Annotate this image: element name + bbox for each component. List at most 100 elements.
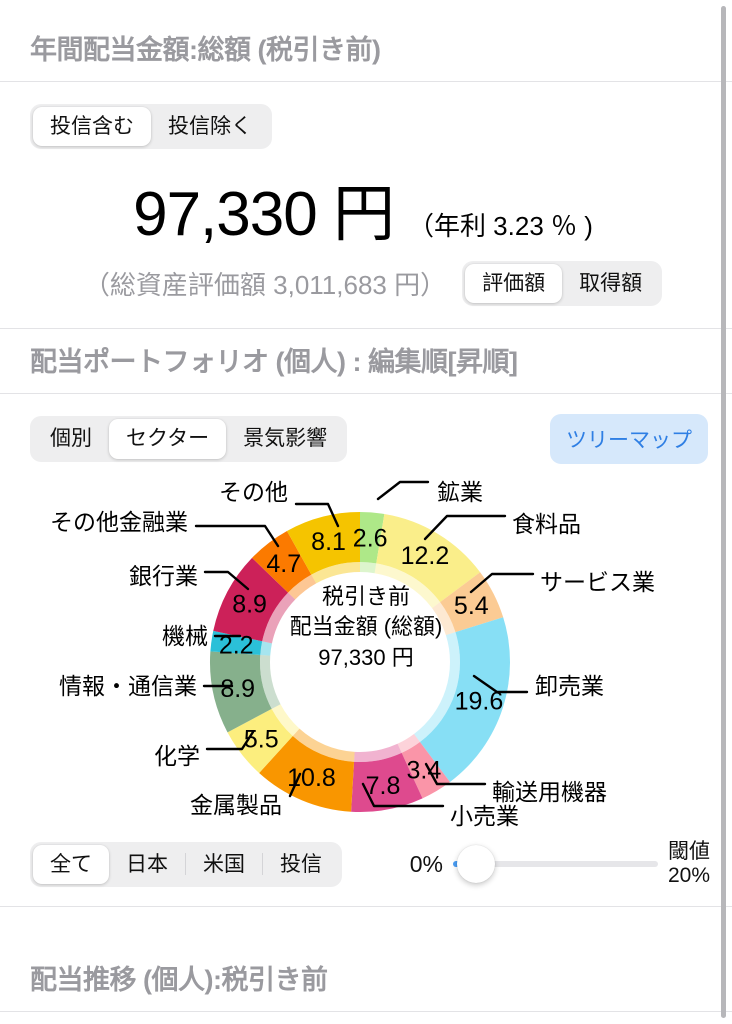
donut-slice[interactable] — [227, 708, 293, 774]
assets-row: （総資産評価額 3,011,683 円） 評価額 取得額 — [0, 261, 732, 307]
value-toggle-option-market[interactable]: 評価額 — [465, 264, 563, 304]
value-toggle[interactable]: 評価額 取得額 — [462, 261, 663, 307]
trend-section-title: 配当推移 (個人):税引き前 — [30, 965, 328, 995]
donut-category-label: その他金融業 — [50, 509, 188, 535]
region-toggle-option-fund[interactable]: 投信 — [280, 852, 322, 876]
donut-value-label: 2.6 — [353, 524, 388, 552]
donut-leader-line — [472, 674, 529, 694]
donut-value-label: 5.4 — [454, 592, 489, 620]
donut-leader-line — [205, 730, 255, 751]
threshold-slider[interactable] — [452, 845, 658, 884]
donut-category-label: 食料品 — [512, 511, 581, 537]
fund-toggle[interactable]: 投信含む 投信除く — [30, 104, 272, 150]
donut-slice-inner-band — [271, 704, 300, 737]
portfolio-section-title: 配当ポートフォリオ (個人) : 編集順[昇順] — [30, 347, 518, 377]
toggle-divider — [185, 853, 186, 876]
donut-value-label: 12.2 — [401, 542, 450, 570]
donut-category-label: 化学 — [154, 743, 200, 769]
donut-value-label: 4.7 — [266, 550, 301, 578]
donut-slice-inner-band — [260, 654, 281, 709]
divider — [0, 906, 732, 908]
donut-category-label: サービス業 — [540, 569, 655, 595]
donut-slice[interactable] — [376, 513, 481, 603]
annual-yield: （年利 3.23 ％ ) — [407, 211, 593, 242]
slider-max-label: 20% — [667, 864, 710, 888]
donut-category-label: その他 — [219, 479, 288, 505]
divider — [0, 1011, 732, 1012]
donut-slice[interactable] — [210, 651, 272, 733]
threshold-slider-area[interactable]: 0% 閾値 20% — [410, 840, 710, 888]
donut-slice-inner-band — [354, 743, 402, 762]
donut-value-labels: 2.612.25.419.63.47.810.85.58.92.28.94.78… — [219, 524, 503, 799]
donut-category-label: 機械 — [162, 623, 208, 649]
region-toggle[interactable]: 全て 日本 米国 投信 — [30, 841, 342, 887]
donut-slice-inner-band — [432, 602, 456, 636]
amount-row: 97,330 円 （年利 3.23 ％ ) — [0, 163, 732, 253]
donut-leader-line — [294, 502, 340, 528]
donut-slice-inner-band — [292, 728, 355, 762]
dividend-section-title: 年間配当金額:総額 (税引き前) — [30, 35, 381, 65]
donut-slice-inner-band — [413, 632, 460, 743]
donut-value-label: 7.8 — [366, 772, 401, 800]
view-toggle-option-economic[interactable]: 景気影響 — [243, 427, 328, 451]
donut-category-label: 小売業 — [450, 803, 519, 829]
portfolio-controls-row: 個別 セクター 景気影響 ツリーマップ — [0, 394, 732, 464]
value-toggle-option-cost[interactable]: 取得額 — [579, 272, 643, 296]
donut-slices — [210, 512, 511, 812]
donut-value-label: 8.9 — [220, 675, 255, 703]
donut-slice[interactable] — [440, 572, 504, 633]
donut-slice[interactable] — [213, 557, 289, 642]
donut-slice-inner-band — [288, 574, 317, 600]
donut-slice[interactable] — [360, 512, 385, 564]
view-toggle[interactable]: 個別 セクター 景気影響 — [30, 416, 348, 462]
toggle-divider — [262, 853, 263, 876]
region-toggle-option-japan[interactable]: 日本 — [126, 852, 168, 876]
donut-slice[interactable] — [286, 512, 360, 575]
donut-leader-line — [203, 570, 250, 591]
fund-toggle-option-exclude[interactable]: 投信除く — [168, 115, 252, 138]
donut-slice-inner-band — [260, 641, 272, 656]
donut-slice[interactable] — [419, 617, 511, 783]
donut-inner-highlight-ring — [260, 562, 460, 762]
view-toggle-option-individual[interactable]: 個別 — [50, 427, 92, 451]
donut-slice-inner-band — [360, 562, 377, 574]
donut-slice-inner-band — [374, 563, 441, 609]
portfolio-section: 配当ポートフォリオ (個人) : 編集順[昇順] 個別 セクター 景気影響 ツリ… — [0, 340, 732, 908]
divider — [0, 393, 732, 394]
donut-leader-line — [469, 572, 535, 594]
filter-row: 全て 日本 米国 投信 0% 閾値 20% — [0, 834, 732, 888]
donut-slice[interactable] — [252, 530, 312, 593]
donut-slice[interactable] — [259, 736, 355, 812]
threshold-labels: 閾値 20% — [668, 840, 710, 888]
divider — [0, 328, 732, 330]
region-toggle-option-us[interactable]: 米国 — [203, 852, 245, 876]
sector-donut-chart[interactable]: 2.6 12.2 5.4 19.6 3.4 7.8 10.8 5.5 8.9 2.2 8.9 4.7 8… — [0, 464, 732, 834]
donut-category-label: 輸送用機器 — [492, 779, 607, 805]
donut-value-label: 8.1 — [311, 528, 346, 556]
donut-value-label: 5.5 — [244, 726, 279, 754]
slider-thumb[interactable] — [456, 845, 495, 884]
fund-toggle-option-include[interactable]: 投信含む — [33, 107, 151, 147]
donut-leader-line — [424, 762, 487, 786]
treemap-button[interactable]: ツリーマップ — [550, 414, 708, 464]
vertical-scrollbar[interactable] — [721, 6, 726, 1018]
fund-toggle-row: 投信含む 投信除く — [0, 82, 732, 150]
trend-section: 配当推移 (個人):税引き前 — [0, 958, 732, 1012]
donut-leader-line — [194, 524, 280, 548]
dividend-section: 年間配当金額:総額 (税引き前) 投信含む 投信除く 97,330 円 （年利 … — [0, 28, 732, 330]
region-toggle-option-all[interactable]: 全て — [33, 844, 109, 884]
donut-leader-line — [376, 480, 430, 501]
donut-slice-inner-band — [397, 734, 420, 753]
donut-category-label: 情報・通信業 — [59, 673, 197, 699]
donut-slice-inner-band — [311, 562, 360, 584]
total-assets-value: （総資産評価額 3,011,683 円） — [83, 270, 447, 301]
donut-slice-inner-band — [262, 592, 296, 644]
donut-leader-line — [423, 514, 507, 541]
donut-leader-line — [288, 772, 302, 798]
slider-min-label: 0% — [409, 850, 443, 877]
donut-category-label: 金属製品 — [190, 792, 282, 818]
view-toggle-option-sector[interactable]: セクター — [109, 419, 227, 459]
donut-leader-lines — [194, 480, 535, 808]
